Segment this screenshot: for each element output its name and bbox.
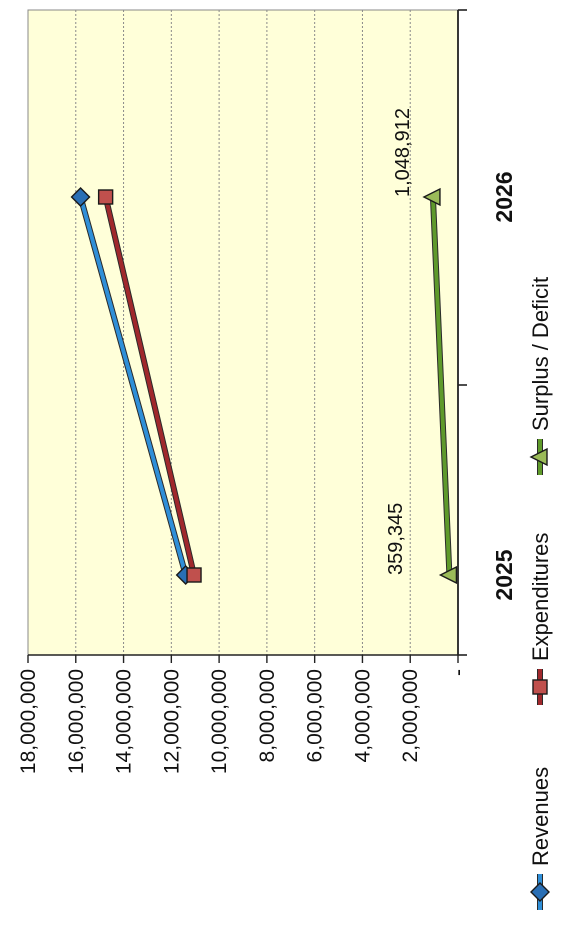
series-line [103, 195, 197, 577]
data-point-marker [70, 187, 91, 207]
plot-area [27, 9, 459, 656]
series-layer [70, 187, 458, 585]
value-axis-tick-label: 6,000,000 [304, 669, 327, 762]
series-line [78, 195, 188, 577]
value-axis-tick-label: 18,000,000 [17, 669, 40, 774]
data-label: 359,345 [385, 503, 407, 575]
data-point-marker [438, 565, 458, 585]
value-axis-tick-label: 10,000,000 [208, 669, 231, 774]
legend-label: Expenditures [528, 533, 553, 661]
series-revenues [70, 187, 196, 585]
legend-entry: Expenditures [528, 533, 553, 705]
legend: Revenues Expenditures Surplus / Deficit [528, 277, 553, 910]
value-axis-tick-label: - [447, 669, 470, 676]
category-label: 2025 [491, 549, 517, 600]
legend-label: Surplus / Deficit [528, 277, 553, 431]
series-expenditures [97, 189, 202, 583]
series-line [430, 195, 452, 577]
gridlines [27, 10, 411, 655]
labels-layer: 359,345 1,048,912 [385, 108, 414, 575]
data-point-marker [422, 187, 441, 207]
chart-frame: - 2,000,000 4,000,000 6,000,000 8,000,000 10,… [17, 9, 553, 910]
data-point-marker [532, 679, 548, 695]
data-point-marker [97, 189, 114, 205]
value-axis-tick-label: 16,000,000 [65, 669, 88, 774]
legend-entry: Revenues [528, 767, 553, 910]
data-point-marker [529, 447, 548, 467]
legend-entry: Surplus / Deficit [528, 277, 553, 475]
legend-label: Revenues [528, 767, 553, 866]
data-label: 1,048,912 [392, 108, 414, 197]
value-axis-tick-label: 4,000,000 [351, 669, 374, 762]
value-axis-tick-label: 2,000,000 [399, 669, 422, 762]
data-point-marker [530, 882, 550, 902]
value-axis-tick-label: 8,000,000 [256, 669, 279, 762]
data-point-marker [186, 567, 202, 583]
series-surplus-deficit [422, 187, 458, 585]
category-label: 2026 [491, 171, 517, 222]
axes: - 2,000,000 4,000,000 6,000,000 8,000,000 10,… [17, 9, 517, 774]
value-axis-tick-label: 14,000,000 [113, 669, 136, 774]
value-axis-tick-label: 12,000,000 [160, 669, 183, 774]
